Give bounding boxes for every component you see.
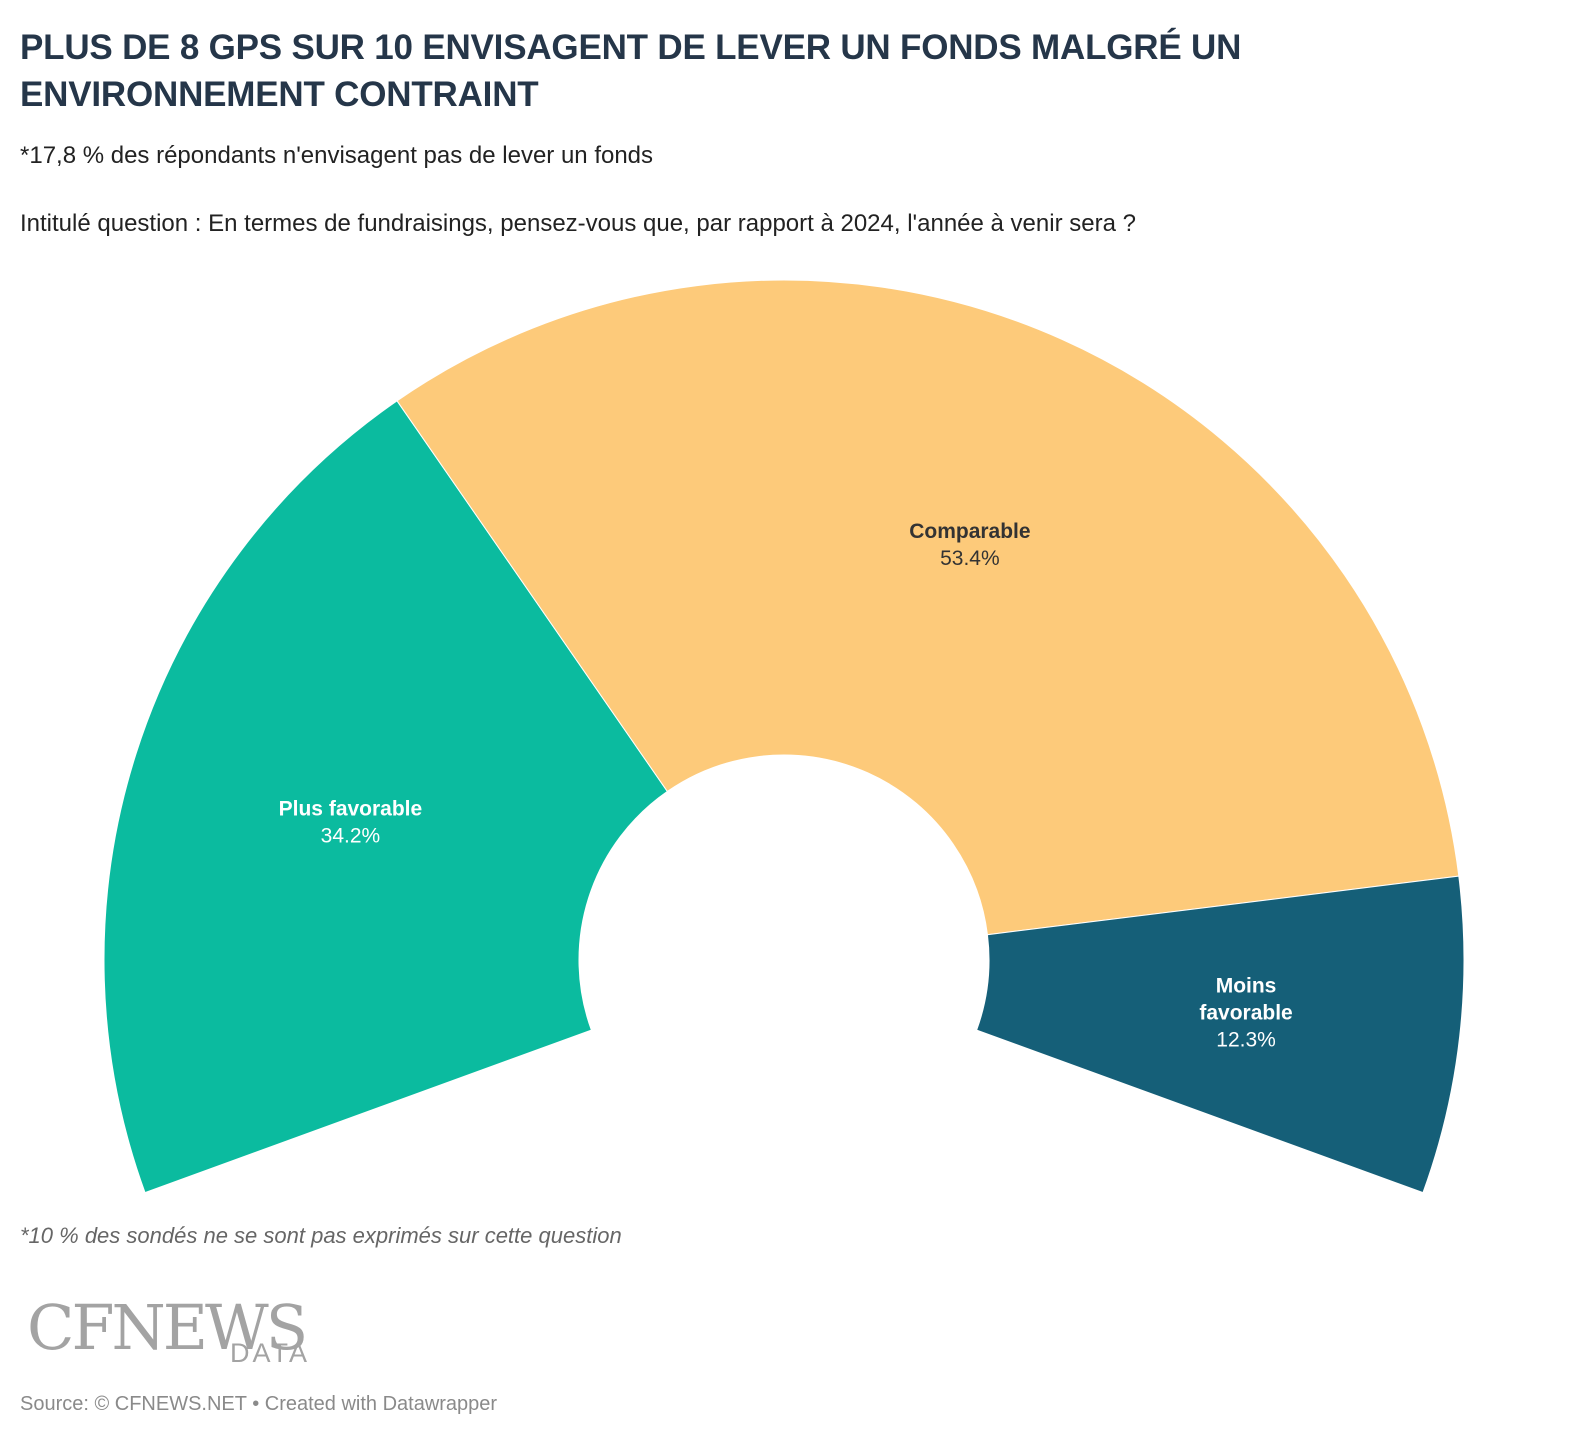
chart-title: PLUS DE 8 GPS SUR 10 ENVISAGENT DE LEVER… (20, 28, 1242, 114)
cfnews-data-logo: CFNEWS DATA (27, 1295, 337, 1375)
footnote: *10 % des sondés ne se sont pas exprimés… (20, 1223, 622, 1248)
slice-moins-favorable (975, 875, 1465, 1194)
slice-name-label: Comparable (909, 520, 1030, 543)
slice-label-group: Plus favorable 34.2% (279, 797, 423, 847)
slice-name-label: Plus favorable (279, 797, 423, 820)
source-credit: Source: © CFNEWS.NET • Created with Data… (20, 1393, 498, 1415)
chart-area: Plus favorable 34.2% Comparable 53.4% Moins f… (0, 260, 1580, 1200)
slice-name-label: Moins (1216, 974, 1277, 997)
slice-value-label: 12.3% (1216, 1028, 1276, 1051)
slice-label-group: Moins favorable 12.3% (1199, 974, 1292, 1051)
chart-question: Intitulé question : En termes de fundrai… (20, 210, 1136, 237)
slice-label-group: Comparable 53.4% (909, 520, 1030, 570)
slice-value-label: 34.2% (321, 824, 381, 847)
slice-value-label: 53.4% (940, 547, 1000, 570)
semi-donut-chart: Plus favorable 34.2% Comparable 53.4% Moins f… (103, 279, 1465, 1194)
slice-comparable (396, 279, 1460, 936)
slice-plus-favorable (103, 400, 669, 1194)
chart-subtitle: *17,8 % des répondants n'envisagent pas … (20, 142, 654, 169)
logo-wordmark: CFNEWS (27, 1291, 308, 1364)
logo-subtext: DATA (230, 1338, 311, 1368)
slice-name-label: favorable (1199, 1001, 1292, 1024)
